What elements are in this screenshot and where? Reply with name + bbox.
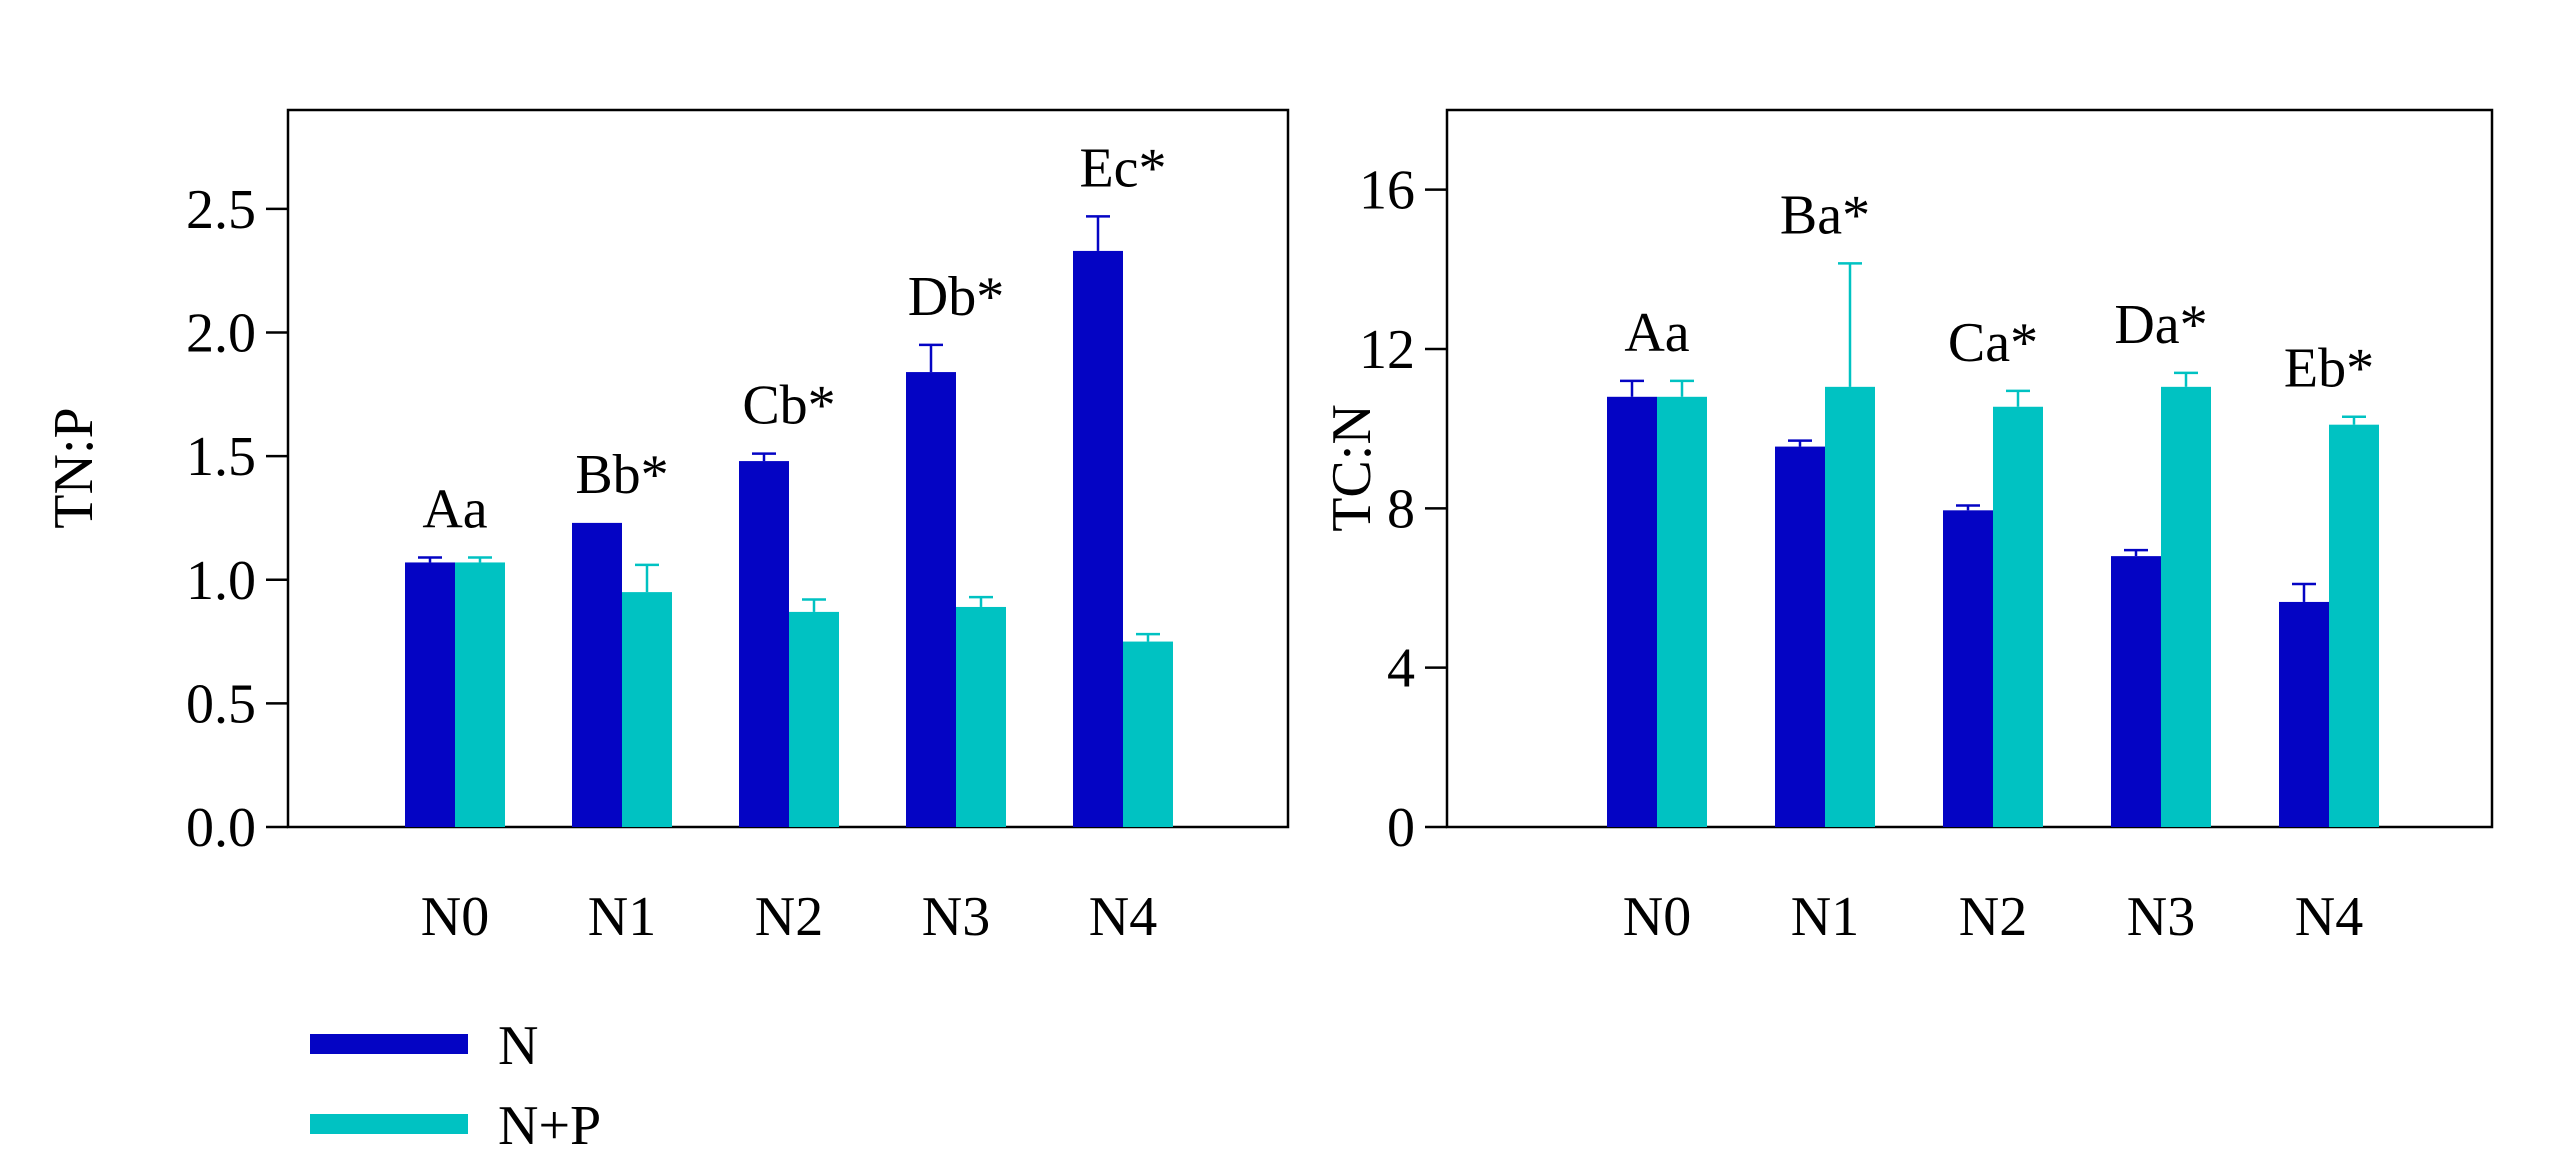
significance-label: Db* — [908, 266, 1004, 328]
y-axis-label: TN:P — [43, 407, 105, 528]
bar-n — [1775, 446, 1825, 827]
legend: N N+P — [310, 1015, 601, 1157]
x-tick-label: N2 — [755, 886, 823, 948]
legend-label-np: N+P — [498, 1095, 601, 1157]
x-tick-label: N1 — [588, 886, 656, 948]
bar-np — [455, 562, 505, 827]
y-axis-ticks: 0 4 8 12 16 — [1359, 160, 1447, 859]
significance-label: Ca* — [1948, 312, 2038, 374]
bars — [1607, 386, 2379, 827]
significance-label: Da* — [2114, 294, 2207, 356]
bar-n — [572, 522, 622, 827]
legend-swatch-np — [310, 1114, 468, 1134]
y-tick-label: 1.5 — [186, 426, 256, 488]
y-tick-label: 0.0 — [186, 797, 256, 859]
x-tick-label: N4 — [2295, 886, 2363, 948]
bar-n — [1073, 250, 1123, 827]
legend-label-n: N — [498, 1015, 538, 1077]
error-bars — [1620, 262, 2366, 602]
bar-np — [1993, 406, 2043, 827]
x-tick-label: N2 — [1959, 886, 2027, 948]
bar-n — [405, 562, 455, 827]
bar-np — [1657, 396, 1707, 827]
bar-np — [2329, 424, 2379, 827]
bar-n — [1607, 396, 1657, 827]
bar-np — [622, 592, 672, 827]
y-tick-label: 8 — [1387, 478, 1415, 540]
bar-np — [789, 611, 839, 827]
error-bars — [418, 215, 1160, 642]
bars — [405, 250, 1173, 827]
bar-n — [739, 461, 789, 827]
bar-np — [2161, 386, 2211, 827]
bar-n — [1943, 510, 1993, 827]
bar-n — [2111, 556, 2161, 827]
significance-label: Aa — [422, 479, 487, 541]
significance-label: Bb* — [575, 444, 668, 506]
y-tick-label: 0.5 — [186, 673, 256, 735]
y-tick-label: 16 — [1359, 160, 1415, 222]
bar-n — [2279, 601, 2329, 827]
y-axis-label: TC:N — [1321, 404, 1383, 532]
y-tick-label: 4 — [1387, 638, 1415, 700]
x-axis-labels: N0 N1 N2 N3 N4 — [1623, 886, 2363, 948]
significance-label: Aa — [1624, 302, 1689, 364]
x-tick-label: N4 — [1089, 886, 1157, 948]
annotations: Aa Bb* Cb* Db* Ec* — [422, 137, 1166, 540]
y-tick-label: 12 — [1359, 319, 1415, 381]
significance-label: Ba* — [1780, 184, 1870, 246]
y-tick-label: 0 — [1387, 797, 1415, 859]
y-tick-label: 1.0 — [186, 550, 256, 612]
y-tick-label: 2.0 — [186, 303, 256, 365]
significance-label: Eb* — [2284, 338, 2374, 400]
bar-n — [906, 372, 956, 827]
x-tick-label: N3 — [922, 886, 990, 948]
legend-swatch-n — [310, 1034, 468, 1054]
y-axis-ticks: 0.0 0.5 1.0 1.5 2.0 2.5 — [186, 179, 288, 859]
y-tick-label: 2.5 — [186, 179, 256, 241]
bar-np — [1123, 641, 1173, 827]
x-tick-label: N3 — [2127, 886, 2195, 948]
x-tick-label: N0 — [421, 886, 489, 948]
bar-np — [956, 606, 1006, 827]
x-tick-label: N0 — [1623, 886, 1691, 948]
chart-tn-p: TN:P 0.0 0.5 1.0 1.5 2.0 2.5 N0 N1 N2 N3 N4 Aa Bb*… — [43, 108, 1290, 948]
x-tick-label: N1 — [1791, 886, 1859, 948]
bar-np — [1825, 386, 1875, 827]
annotations: Aa Ba* Ca* Da* Eb* — [1624, 184, 2374, 399]
x-axis-labels: N0 N1 N2 N3 N4 — [421, 886, 1157, 948]
chart-tc-n: TC:N 0 4 8 12 16 N0 N1 N2 N3 N4 Aa Ba* Ca* Da* Eb* — [1321, 108, 2494, 948]
significance-label: Cb* — [742, 375, 835, 437]
significance-label: Ec* — [1079, 137, 1166, 199]
